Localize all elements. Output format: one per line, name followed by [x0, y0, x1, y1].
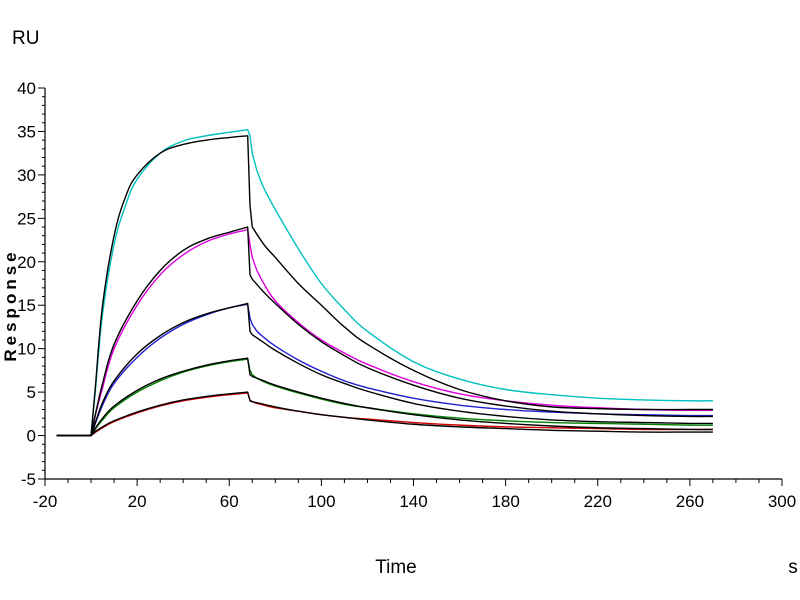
y-unit-label: RU [12, 28, 39, 49]
series-line-6-measured [56, 358, 713, 437]
y-tick-label: 20 [17, 253, 36, 272]
series-line-5-fit [56, 302, 713, 437]
x-tick-label: 260 [676, 492, 704, 511]
y-axis-title: Response [1, 248, 20, 361]
x-tick-label: 140 [399, 492, 427, 511]
x-tick-label: 300 [768, 492, 796, 511]
axes: -5 0 5 10 15 20 25 30 35 40 -20 20 60 100 140 180 220 260… [17, 79, 796, 511]
x-tick-label: 220 [584, 492, 612, 511]
x-tick-label: -20 [33, 492, 58, 511]
y-tick-label: 30 [17, 166, 36, 185]
y-tick-label: 5 [27, 383, 36, 402]
series-line-7-fit [56, 357, 713, 437]
y-tick-label: 40 [17, 79, 36, 98]
y-tick-label: 35 [17, 122, 36, 141]
y-tick-label: 0 [27, 427, 36, 446]
x-tick-label: 180 [491, 492, 519, 511]
x-tick-label: 100 [307, 492, 335, 511]
x-tick-label: 60 [220, 492, 239, 511]
series-line-0-measured [56, 129, 713, 437]
y-tick-label: -5 [21, 470, 36, 489]
series-group [56, 129, 713, 437]
series-line-2-measured [56, 228, 713, 437]
series-line-3-fit [56, 226, 713, 437]
y-tick-label: 25 [17, 209, 36, 228]
y-tick-label: 10 [17, 340, 36, 359]
series-line-9-fit [56, 391, 713, 437]
series-line-1-fit [56, 135, 713, 437]
x-axis-title: Time [375, 557, 417, 578]
y-tick-label: 15 [17, 296, 36, 315]
x-tick-label: 20 [128, 492, 147, 511]
series-line-4-measured [56, 303, 713, 437]
x-unit-label: s [788, 557, 798, 578]
